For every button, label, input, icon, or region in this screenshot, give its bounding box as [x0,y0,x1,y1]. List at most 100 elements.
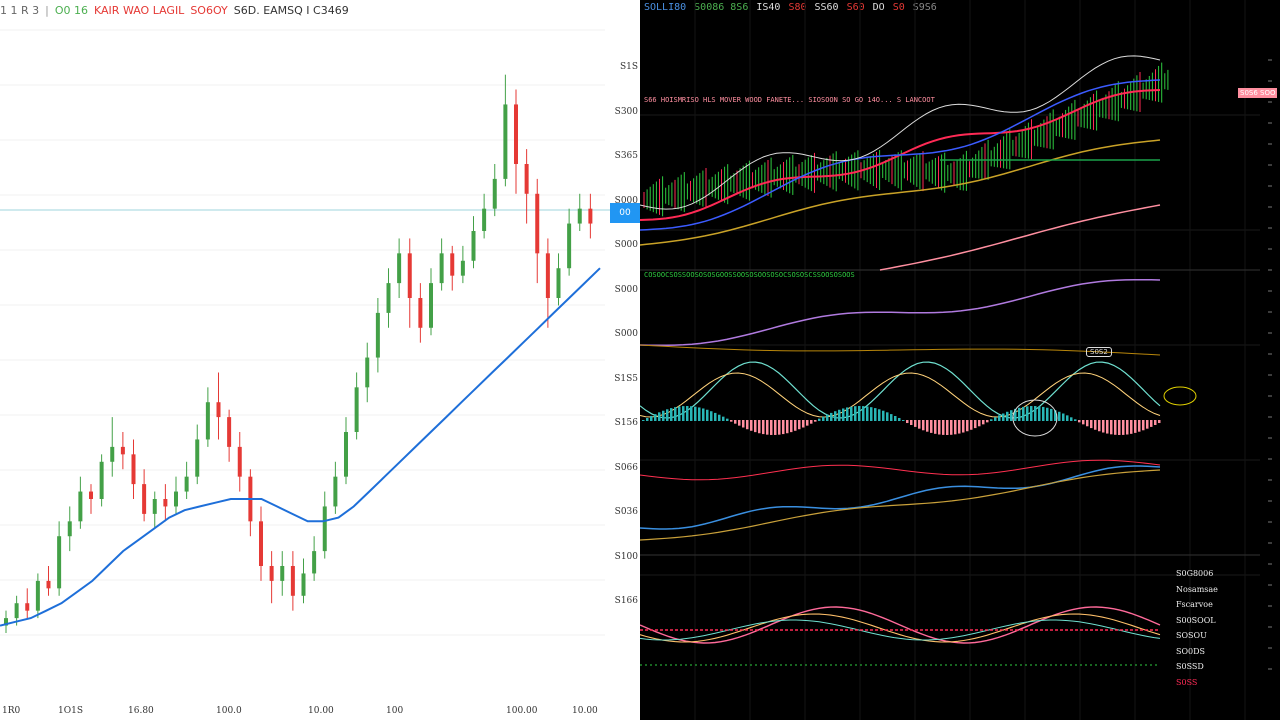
histogram-bar [742,420,745,428]
histogram-bar [762,420,765,435]
histogram-bar [746,420,749,430]
legend-item: S00SOOL [1176,615,1216,625]
dark-header-item: SOLLI80 [644,2,687,13]
histogram-bar [810,420,813,424]
histogram-bar [822,416,825,421]
histogram-bar [854,406,857,421]
legend-item: Fscarvoe [1176,600,1213,609]
indicator-strip: S66 HOISMRISO HLS MOVER WOOD FANETE... S… [644,96,935,104]
histogram-bar [794,420,797,431]
red-indicator-line [640,459,1161,481]
legend-item: SO0DS [1176,646,1206,656]
osc-line-orange [640,613,1161,643]
candle-body [4,618,8,626]
candle-body [397,253,402,284]
histogram-bar [922,420,925,431]
candle-body [482,208,487,231]
histogram-bar [1022,406,1025,421]
histogram-bar [1034,406,1037,421]
indicator-chart[interactable] [640,0,1280,720]
histogram-bar [1090,420,1093,429]
histogram-bar [694,406,697,421]
candle-body [120,446,125,455]
histogram-bar [894,415,897,421]
histogram-bar [1134,420,1137,433]
osc-line-pink [640,606,1161,644]
histogram-bar [1078,420,1081,423]
histogram-bar [1070,417,1073,421]
histogram-bar [802,420,805,428]
candle-body [35,580,40,611]
annotation-box: S0S2 [1086,347,1112,357]
histogram-bar [914,420,917,427]
dark-header-item: S60 [846,2,865,13]
candle-body [301,573,306,596]
candle-body [386,283,391,313]
dark-price-tag: S0S6 SOO [1238,88,1278,98]
y-tick-label: S1S5 [614,373,638,384]
histogram-bar [1150,420,1153,427]
candle-body [407,253,412,298]
histogram-bar [966,420,969,432]
histogram-bar [858,406,861,421]
pink-ma-line [879,204,1161,271]
histogram-bar [806,420,809,426]
histogram-bar [1114,420,1117,435]
histogram-bar [970,420,973,430]
histogram-bar [1042,406,1045,421]
histogram-bar [646,417,649,421]
x-tick-label: 100.0 [216,706,242,716]
candle-body [439,253,444,284]
light-header-item: O0 16 [54,4,89,17]
gold-indicator-line [640,469,1161,541]
histogram-bar [982,420,985,425]
histogram-bar [842,408,845,421]
histogram-bar [690,406,693,421]
histogram-bar [1146,420,1149,429]
white-ma-line [640,55,1161,210]
histogram-bar [706,409,709,421]
histogram-bar [1026,406,1029,421]
histogram-bar [1130,420,1133,434]
candle-body [259,521,263,566]
candle-body [450,253,455,276]
histogram-bar [754,420,757,433]
histogram-bar [790,420,793,433]
candle-body [131,454,136,485]
histogram-bar [654,414,657,421]
dark-header-item: SS60 [814,2,839,13]
histogram-bar [1142,420,1145,431]
histogram-bar [666,409,669,421]
histogram-bar [1094,420,1097,430]
legend-item: S0SSD [1176,662,1204,671]
histogram-bar [1062,413,1065,421]
candle-body [99,461,104,499]
candle-body [195,439,200,477]
histogram-bar [674,407,677,421]
light-chart-panel: 1 1 R 3 | O0 16 KAIR WAO LAGIL SO6OY S6D. EAM… [0,0,640,720]
candle-body [280,566,285,581]
histogram-bar [662,410,665,421]
candle-body [152,499,157,514]
y-tick-label: S365 [614,151,638,161]
histogram-bar [798,420,801,430]
histogram-bar [1018,407,1021,421]
candle-body [142,484,147,514]
highlight-circle [1163,386,1197,406]
candle-body [535,193,540,254]
candle-body [184,476,189,492]
histogram-bar [934,420,937,434]
histogram-bar [686,406,689,421]
histogram-bar [866,406,869,421]
histogram-bar [918,420,921,429]
y-tick-label: S166 [614,596,638,606]
candle-body [492,178,497,209]
histogram-bar [658,412,661,421]
histogram-bar [882,410,885,421]
candlestick-chart[interactable] [0,0,640,720]
candle-body [471,231,476,261]
histogram-bar [974,420,977,429]
histogram-bar [682,406,685,421]
blue-ma-line [640,79,1161,231]
histogram-bar [838,409,841,421]
